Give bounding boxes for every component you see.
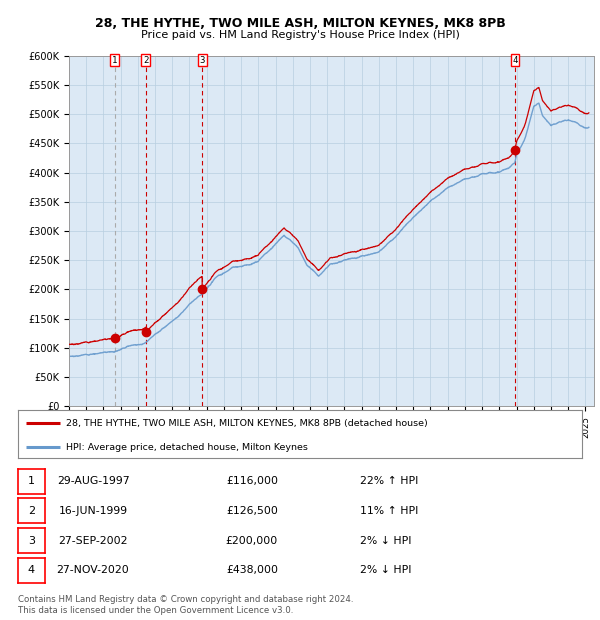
Text: 4: 4 (28, 565, 35, 575)
Text: 22% ↑ HPI: 22% ↑ HPI (360, 476, 418, 486)
Text: 1: 1 (28, 476, 35, 486)
Text: 29-AUG-1997: 29-AUG-1997 (56, 476, 130, 486)
Text: HPI: Average price, detached house, Milton Keynes: HPI: Average price, detached house, Milt… (66, 443, 308, 452)
Text: 27-SEP-2002: 27-SEP-2002 (58, 536, 128, 546)
Text: £200,000: £200,000 (226, 536, 278, 546)
Text: 2: 2 (28, 506, 35, 516)
Text: This data is licensed under the Open Government Licence v3.0.: This data is licensed under the Open Gov… (18, 606, 293, 616)
Text: 27-NOV-2020: 27-NOV-2020 (56, 565, 130, 575)
Text: 28, THE HYTHE, TWO MILE ASH, MILTON KEYNES, MK8 8PB: 28, THE HYTHE, TWO MILE ASH, MILTON KEYN… (95, 17, 505, 30)
Text: 2% ↓ HPI: 2% ↓ HPI (360, 565, 412, 575)
Text: 3: 3 (200, 56, 205, 65)
Text: £126,500: £126,500 (226, 506, 278, 516)
Text: 28, THE HYTHE, TWO MILE ASH, MILTON KEYNES, MK8 8PB (detached house): 28, THE HYTHE, TWO MILE ASH, MILTON KEYN… (66, 418, 428, 428)
Text: 2: 2 (143, 56, 148, 65)
Text: 1: 1 (112, 56, 118, 65)
Text: £116,000: £116,000 (226, 476, 278, 486)
Text: 16-JUN-1999: 16-JUN-1999 (58, 506, 128, 516)
Text: 4: 4 (512, 56, 518, 65)
Text: 3: 3 (28, 536, 35, 546)
Text: Price paid vs. HM Land Registry's House Price Index (HPI): Price paid vs. HM Land Registry's House … (140, 30, 460, 40)
Text: 2% ↓ HPI: 2% ↓ HPI (360, 536, 412, 546)
Text: £438,000: £438,000 (226, 565, 278, 575)
Text: 11% ↑ HPI: 11% ↑ HPI (360, 506, 418, 516)
Text: Contains HM Land Registry data © Crown copyright and database right 2024.: Contains HM Land Registry data © Crown c… (18, 595, 353, 604)
